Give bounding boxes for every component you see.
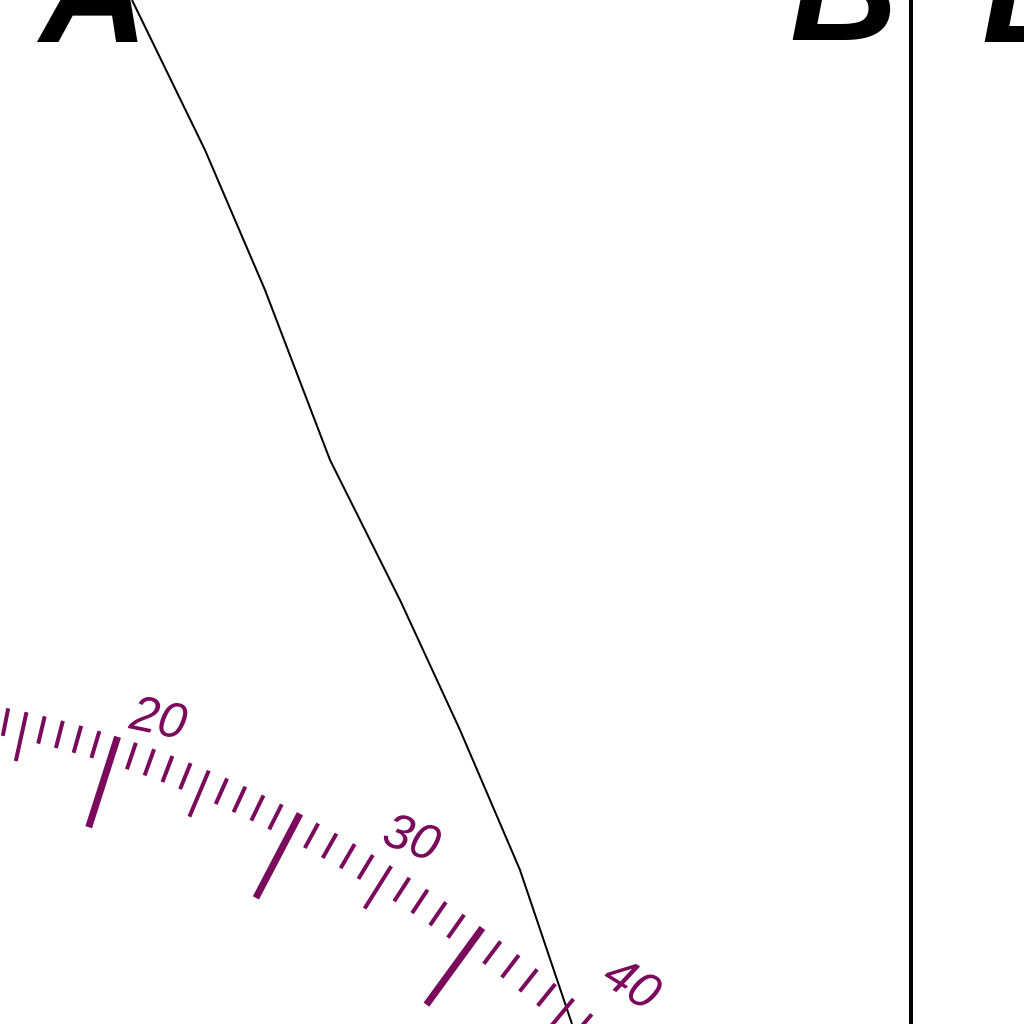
- scale-minor-tick: [267, 803, 284, 831]
- scale-minor-tick: [187, 769, 211, 818]
- scale-minor-tick: [320, 832, 339, 859]
- scale-major-tick: [423, 925, 486, 1007]
- scale-minor-tick: [482, 940, 503, 965]
- letter-b-edge-label: B: [982, 0, 1024, 74]
- scale-minor-tick: [550, 997, 576, 1024]
- letter-a-label: A: [36, 0, 148, 74]
- scale-minor-tick: [303, 822, 320, 850]
- scale-minor-tick: [428, 900, 448, 927]
- scale-major-tick: [85, 735, 121, 829]
- scale-label-30: 30: [376, 801, 448, 873]
- scale-major-tick: [252, 812, 304, 900]
- letter-b-label: B: [790, 0, 898, 72]
- scale-minor-tick: [338, 843, 357, 870]
- scale-minor-tick: [36, 715, 47, 745]
- scale-ticks: [0, 708, 594, 1024]
- scale-minor-tick: [446, 913, 466, 939]
- scale-minor-tick: [0, 708, 11, 737]
- scale-minor-tick: [410, 888, 430, 915]
- scale-minor-tick: [518, 968, 539, 993]
- scale-minor-tick: [13, 711, 29, 762]
- scale-minor-tick: [89, 730, 102, 759]
- scale-minor-tick: [392, 876, 412, 903]
- scale-minor-tick: [536, 982, 557, 1008]
- scale-minor-tick: [178, 762, 193, 790]
- scale-minor-tick: [249, 794, 266, 822]
- scale-label-40: 40: [594, 944, 671, 1021]
- scale-minor-tick: [160, 755, 175, 783]
- scale-minor-tick: [71, 725, 84, 754]
- scale-minor-tick: [53, 720, 65, 749]
- sloped-line: [131, 0, 573, 1024]
- scale-minor-tick: [231, 785, 248, 814]
- scale-minor-tick: [213, 777, 229, 805]
- scale-label-20: 20: [125, 684, 192, 751]
- scale-minor-tick: [500, 953, 521, 979]
- scale-minor-tick: [362, 865, 393, 910]
- scale-minor-tick: [580, 1013, 594, 1024]
- scale-minor-tick: [356, 853, 375, 880]
- scale-minor-tick: [125, 742, 138, 770]
- scale-minor-tick: [142, 748, 156, 777]
